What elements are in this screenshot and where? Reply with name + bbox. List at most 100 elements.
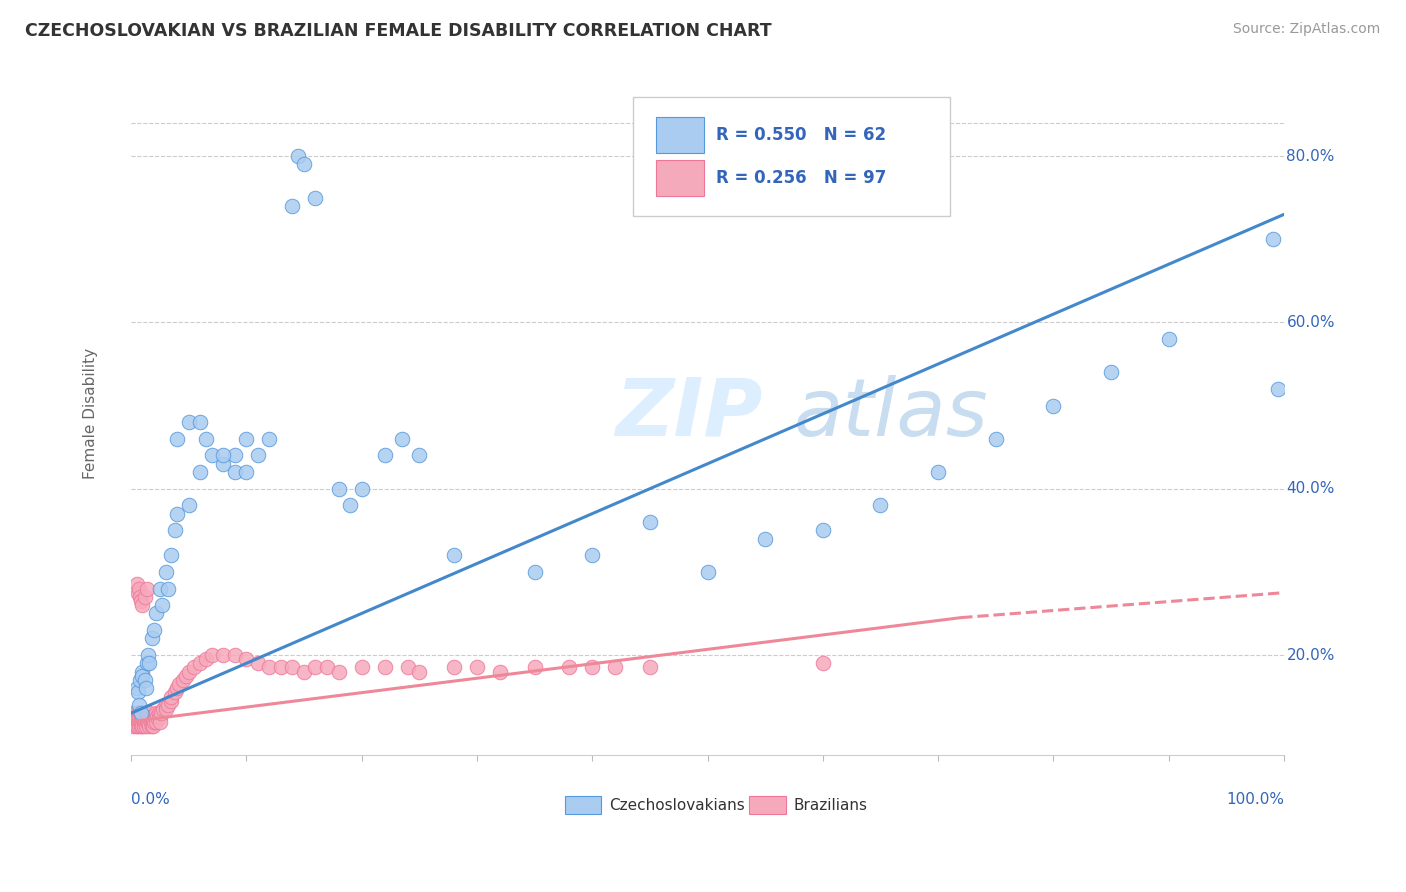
Point xyxy=(131,665,153,679)
Point xyxy=(134,710,156,724)
Text: 60.0%: 60.0% xyxy=(1286,315,1334,330)
Point xyxy=(287,149,309,163)
Point xyxy=(259,432,281,446)
Point xyxy=(166,507,188,521)
Point xyxy=(391,432,413,446)
Point xyxy=(754,532,776,546)
Point xyxy=(316,660,339,674)
Point xyxy=(328,665,350,679)
Point xyxy=(169,677,191,691)
Point xyxy=(141,719,163,733)
Point xyxy=(350,482,373,496)
Point xyxy=(143,623,166,637)
Point xyxy=(125,714,148,729)
Point xyxy=(127,706,149,721)
Point xyxy=(131,719,153,733)
Point xyxy=(122,706,145,721)
Point xyxy=(131,710,153,724)
Point xyxy=(443,660,465,674)
Point xyxy=(489,665,512,679)
Point xyxy=(188,657,211,671)
Point xyxy=(443,548,465,562)
Point xyxy=(134,590,156,604)
Point xyxy=(142,714,165,729)
Point xyxy=(139,710,162,724)
Point xyxy=(558,660,581,674)
Point xyxy=(201,449,224,463)
Text: CZECHOSLOVAKIAN VS BRAZILIAN FEMALE DISABILITY CORRELATION CHART: CZECHOSLOVAKIAN VS BRAZILIAN FEMALE DISA… xyxy=(25,22,772,40)
Point xyxy=(124,710,146,724)
Point xyxy=(135,719,157,733)
Point xyxy=(304,191,326,205)
Point xyxy=(134,673,156,687)
Point xyxy=(177,499,200,513)
Point xyxy=(134,714,156,729)
Point xyxy=(160,690,183,704)
Point xyxy=(523,565,546,579)
Point xyxy=(396,660,419,674)
Point xyxy=(138,706,160,721)
Point xyxy=(155,702,177,716)
Point xyxy=(125,719,148,733)
Point xyxy=(177,665,200,679)
Point xyxy=(235,652,257,666)
Point xyxy=(149,706,172,721)
Point xyxy=(141,632,163,646)
Text: 20.0%: 20.0% xyxy=(1286,648,1334,663)
Point xyxy=(1099,365,1122,379)
Text: Female Disability: Female Disability xyxy=(83,349,98,480)
Point xyxy=(136,714,159,729)
Point xyxy=(183,660,205,674)
Point xyxy=(149,714,172,729)
Point xyxy=(131,594,153,608)
Point xyxy=(128,698,150,712)
Point xyxy=(1157,332,1180,346)
Point xyxy=(127,585,149,599)
Point xyxy=(281,660,304,674)
Point xyxy=(129,706,152,721)
Point xyxy=(292,157,315,171)
Point xyxy=(246,449,269,463)
Text: atlas: atlas xyxy=(794,375,988,453)
Text: Source: ZipAtlas.com: Source: ZipAtlas.com xyxy=(1233,22,1381,37)
Point xyxy=(212,457,235,471)
Point xyxy=(139,714,162,729)
Point xyxy=(163,524,186,538)
Point xyxy=(160,694,183,708)
Point xyxy=(129,590,152,604)
Point xyxy=(224,648,246,662)
Point xyxy=(984,432,1007,446)
Point xyxy=(150,598,173,612)
Point xyxy=(374,660,396,674)
Point xyxy=(149,582,172,596)
Point xyxy=(328,482,350,496)
Point xyxy=(129,673,152,687)
Point xyxy=(201,648,224,662)
Point xyxy=(339,499,361,513)
Point xyxy=(128,719,150,733)
Point xyxy=(155,698,177,712)
Point xyxy=(408,449,430,463)
Point xyxy=(146,710,169,724)
Point xyxy=(188,415,211,429)
Point xyxy=(136,648,159,662)
FancyBboxPatch shape xyxy=(655,161,704,195)
Text: R = 0.256   N = 97: R = 0.256 N = 97 xyxy=(716,169,886,187)
Point xyxy=(811,524,834,538)
Point xyxy=(292,665,315,679)
FancyBboxPatch shape xyxy=(749,797,786,814)
Point xyxy=(638,660,661,674)
Point xyxy=(163,685,186,699)
Point xyxy=(124,714,146,729)
Point xyxy=(136,710,159,724)
Point xyxy=(1267,382,1289,396)
Point xyxy=(581,660,603,674)
Point xyxy=(605,660,627,674)
Point xyxy=(212,648,235,662)
Point xyxy=(155,565,177,579)
Point xyxy=(270,660,292,674)
Point xyxy=(122,719,145,733)
Point xyxy=(143,710,166,724)
Point xyxy=(131,706,153,721)
Point xyxy=(127,714,149,729)
